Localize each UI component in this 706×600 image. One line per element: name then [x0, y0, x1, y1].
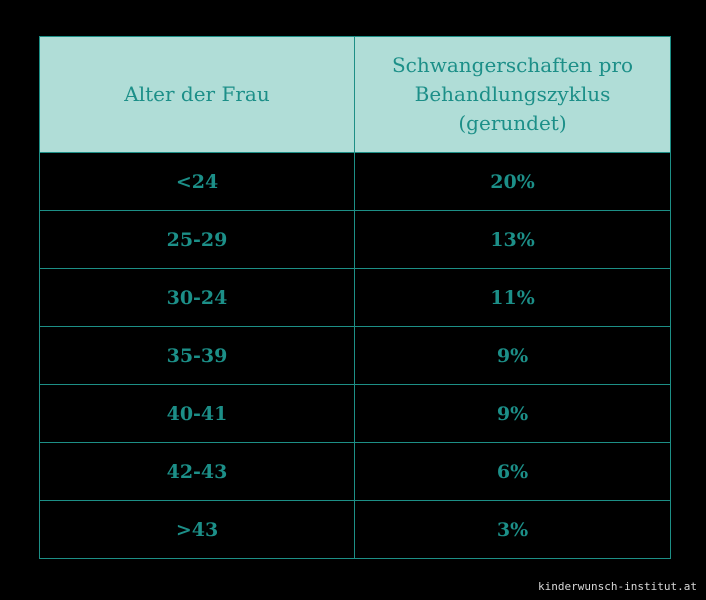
- age-cell: 35-39: [39, 326, 355, 385]
- header-pregnancy-rate: Schwangerschaften pro Behandlungszyklus …: [354, 36, 671, 153]
- rate-cell: 11%: [354, 268, 671, 327]
- rate-cell: 20%: [354, 152, 671, 211]
- header-line-1: Schwangerschaften pro: [391, 53, 634, 77]
- table-row: 35-39 9%: [39, 326, 671, 385]
- age-cell: 42-43: [39, 442, 355, 501]
- table-row: 42-43 6%: [39, 442, 671, 501]
- header-age: Alter der Frau: [39, 36, 355, 153]
- table-row: >43 3%: [39, 500, 671, 559]
- rate-cell: 3%: [354, 500, 671, 559]
- pregnancy-rate-table-container: Alter der Frau Schwangerschaften pro Beh…: [39, 36, 671, 564]
- source-credit: kinderwunsch-institut.at: [538, 580, 697, 593]
- header-line-3: (gerundet): [458, 111, 567, 135]
- age-cell: 25-29: [39, 210, 355, 269]
- table-row: 25-29 13%: [39, 210, 671, 269]
- table-header-row: Alter der Frau Schwangerschaften pro Beh…: [39, 36, 671, 153]
- header-line-2: Behandlungszyklus: [414, 82, 611, 106]
- age-cell: >43: [39, 500, 355, 559]
- age-cell: <24: [39, 152, 355, 211]
- age-cell: 30-24: [39, 268, 355, 327]
- rate-cell: 6%: [354, 442, 671, 501]
- table-row: 40-41 9%: [39, 384, 671, 443]
- pregnancy-rate-table: Alter der Frau Schwangerschaften pro Beh…: [39, 36, 671, 559]
- table-row: <24 20%: [39, 152, 671, 211]
- rate-cell: 9%: [354, 384, 671, 443]
- age-cell: 40-41: [39, 384, 355, 443]
- rate-cell: 9%: [354, 326, 671, 385]
- table-row: 30-24 11%: [39, 268, 671, 327]
- rate-cell: 13%: [354, 210, 671, 269]
